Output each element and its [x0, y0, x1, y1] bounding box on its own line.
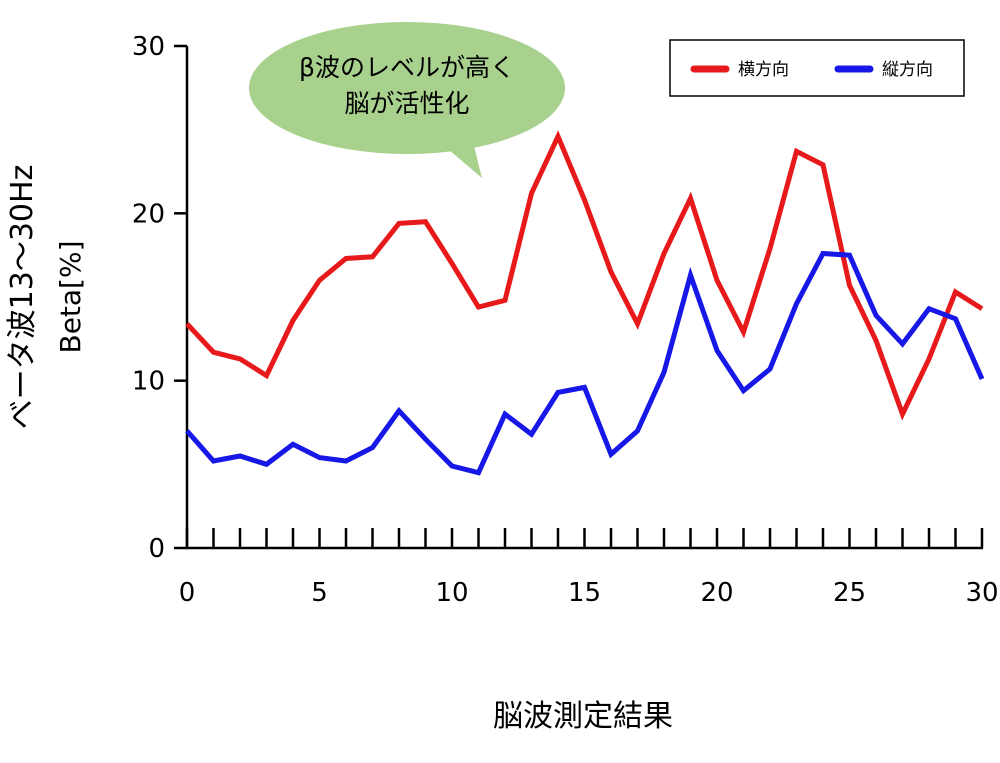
x-tick-label-1: 5	[311, 578, 328, 608]
annotation-line-2: 脳が活性化	[344, 89, 469, 118]
annotation-line-1: β波のレベルが高く	[299, 53, 515, 82]
y-tick-label-0: 0	[148, 534, 165, 564]
series-group	[185, 130, 985, 476]
x-ticks	[185, 528, 984, 548]
series-line-0	[185, 130, 984, 421]
series-line-1	[185, 250, 985, 476]
annotation-bubble: β波のレベルが高く 脳が活性化	[249, 22, 565, 178]
y-tick-label-2: 20	[132, 199, 165, 229]
legend-label-series-1: 縦方向	[882, 60, 933, 80]
y-ticks	[174, 44, 187, 550]
annotation-bubble-body	[249, 22, 565, 154]
x-tick-labels: 0 5 10 15 20 25 30	[179, 578, 999, 608]
y-axis-title-line-2: Beta[%]	[54, 240, 87, 353]
x-tick-label-4: 20	[700, 578, 733, 608]
x-tick-label-2: 10	[435, 578, 468, 608]
x-axis-title: 脳波測定結果	[493, 699, 673, 734]
x-tick-label-6: 30	[965, 578, 998, 608]
y-tick-labels: 0 10 20 30	[132, 32, 165, 564]
legend: 横方向 縦方向	[669, 39, 965, 97]
y-tick-label-3: 30	[132, 32, 165, 62]
x-tick-label-5: 25	[833, 578, 866, 608]
x-tick-label-0: 0	[179, 578, 196, 608]
y-tick-label-1: 10	[132, 367, 165, 397]
y-axis-title-line-1: ベータ波13〜30Hz	[5, 165, 40, 430]
x-tick-label-3: 15	[568, 578, 601, 608]
legend-label-series-0: 横方向	[738, 60, 789, 80]
